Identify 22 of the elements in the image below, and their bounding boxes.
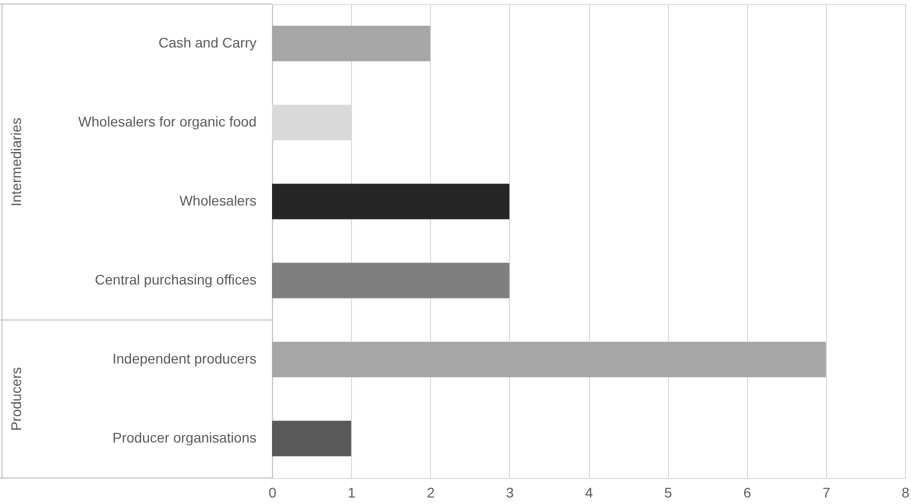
y-tick-label: Central purchasing offices: [94, 272, 256, 288]
text: Producers: [8, 367, 24, 431]
x-tick-label: 6: [743, 484, 752, 500]
bar: [272, 184, 510, 220]
y-tick-label: Cash and Carry: [158, 34, 256, 50]
text: Intermediaries: [8, 118, 24, 206]
x-tick-label: 7: [822, 484, 830, 500]
x-tick-label: 8: [902, 484, 910, 500]
bar: [272, 342, 826, 378]
x-tick-label: 0: [268, 484, 277, 500]
bar: [272, 420, 352, 456]
y-tick-label: Independent producers: [112, 350, 256, 366]
x-tick-label: 4: [585, 484, 594, 500]
x-tick-label: 1: [348, 484, 356, 500]
x-tick-label: 2: [426, 484, 435, 500]
bar: [272, 262, 510, 298]
x-tick-label: 5: [664, 484, 672, 500]
y-tick-label: Wholesalers for organic food: [78, 114, 256, 130]
y-tick-label: Wholesalers: [179, 192, 256, 208]
bar: [272, 26, 430, 62]
x-tick-label: 3: [506, 484, 514, 500]
y-tick-label: Producer organisations: [112, 430, 256, 446]
